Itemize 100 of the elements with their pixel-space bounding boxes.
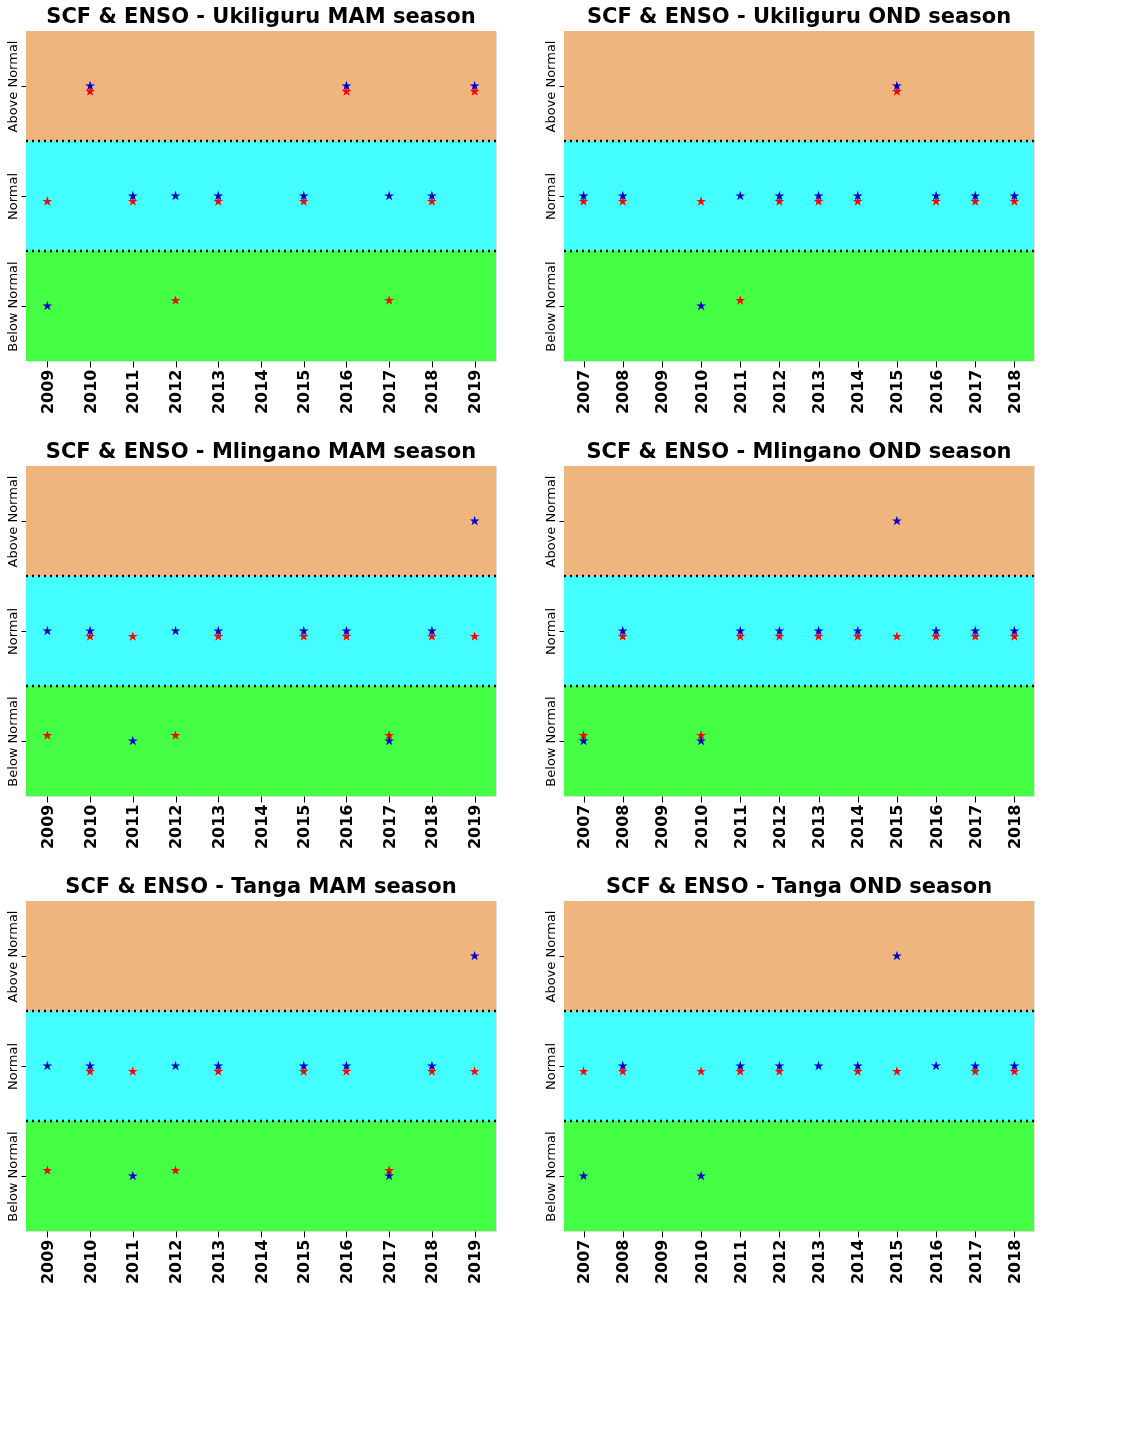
- point: [170, 1165, 181, 1175]
- x-tick-label: 2018: [1004, 804, 1024, 850]
- x-tick-label: 2010: [691, 369, 711, 415]
- x-tick-label: 2013: [208, 1239, 228, 1285]
- band-label: Above Normal: [4, 40, 20, 133]
- x-tick-label: 2013: [208, 804, 228, 850]
- x-tick-label: 2016: [336, 1239, 356, 1285]
- x-tick-label: 2014: [848, 1239, 868, 1285]
- point: [852, 1060, 863, 1071]
- point: [170, 295, 181, 305]
- point: [813, 190, 824, 201]
- point: [127, 631, 138, 641]
- point: [426, 625, 437, 636]
- point: [469, 1066, 480, 1076]
- point: [970, 625, 981, 636]
- x-tick-label: 2012: [769, 1239, 789, 1285]
- chart-title: SCF & ENSO - Ukiliguru MAM season: [46, 4, 476, 28]
- x-tick-label: 2019: [465, 369, 485, 415]
- point: [469, 80, 480, 91]
- x-tick-label: 2014: [848, 804, 868, 850]
- band-label: Above Normal: [4, 475, 20, 568]
- point: [891, 515, 902, 526]
- point: [42, 1060, 53, 1071]
- x-tick-label: 2011: [730, 369, 750, 415]
- point: [42, 1165, 53, 1175]
- point: [774, 1060, 785, 1071]
- chart-title: SCF & ENSO - Tanga OND season: [605, 874, 993, 898]
- point: [1009, 190, 1020, 201]
- band-label: Normal: [4, 607, 20, 656]
- point: [891, 950, 902, 961]
- x-tick-label: 2011: [730, 1239, 750, 1285]
- band-label: Below Normal: [4, 261, 20, 352]
- point: [852, 625, 863, 636]
- x-tick-label: 2015: [887, 804, 907, 850]
- x-tick-label: 2018: [1004, 369, 1024, 415]
- x-tick-label: 2008: [613, 369, 633, 415]
- point: [696, 196, 707, 206]
- x-tick-label: 2007: [574, 369, 594, 415]
- x-tick-label: 2017: [379, 804, 399, 850]
- point: [298, 1060, 309, 1071]
- x-tick-label: 2011: [730, 804, 750, 850]
- point: [696, 730, 707, 740]
- x-tick-label: 2011: [123, 804, 143, 850]
- x-tick-label: 2012: [166, 369, 186, 415]
- point: [891, 631, 902, 641]
- point: [384, 295, 395, 305]
- point: [42, 300, 53, 311]
- point: [85, 1060, 96, 1071]
- x-tick-label: 2017: [965, 804, 985, 850]
- band-label: Normal: [542, 1042, 558, 1091]
- point: [426, 190, 437, 201]
- point: [384, 730, 395, 740]
- x-tick-label: 2007: [574, 804, 594, 850]
- chart-title: SCF & ENSO - Tanga MAM season: [65, 874, 457, 898]
- band-label: Normal: [542, 172, 558, 221]
- point: [696, 735, 707, 746]
- point: [42, 625, 53, 636]
- point: [735, 295, 746, 305]
- point: [85, 80, 96, 91]
- band-label: Above Normal: [542, 40, 558, 133]
- x-tick-label: 2016: [926, 804, 946, 850]
- point: [1009, 625, 1020, 636]
- x-tick-label: 2017: [379, 369, 399, 415]
- x-tick-label: 2013: [809, 1239, 829, 1285]
- point: [813, 625, 824, 636]
- point: [42, 196, 53, 206]
- point: [735, 625, 746, 636]
- point: [341, 625, 352, 636]
- x-tick-label: 2015: [887, 1239, 907, 1285]
- band-label: Above Normal: [542, 910, 558, 1003]
- point: [735, 190, 746, 201]
- point: [891, 1066, 902, 1076]
- point: [1009, 1060, 1020, 1071]
- x-tick-label: 2009: [37, 804, 57, 850]
- point: [970, 1060, 981, 1071]
- point: [617, 1060, 628, 1071]
- point: [696, 1066, 707, 1076]
- point: [341, 1060, 352, 1071]
- x-tick-label: 2009: [37, 1239, 57, 1285]
- x-tick-label: 2017: [965, 1239, 985, 1285]
- band-label: Below Normal: [4, 696, 20, 787]
- x-tick-label: 2014: [848, 369, 868, 415]
- point: [578, 1066, 589, 1076]
- point: [127, 190, 138, 201]
- point: [127, 1066, 138, 1076]
- point: [735, 1060, 746, 1071]
- x-tick-label: 2016: [926, 369, 946, 415]
- x-tick-label: 2007: [574, 1239, 594, 1285]
- x-tick-label: 2013: [809, 369, 829, 415]
- x-tick-label: 2019: [465, 804, 485, 850]
- point: [127, 1170, 138, 1181]
- x-tick-label: 2018: [1004, 1239, 1024, 1285]
- point: [469, 631, 480, 641]
- point: [170, 1060, 181, 1071]
- x-tick-label: 2009: [37, 369, 57, 415]
- x-tick-label: 2013: [809, 804, 829, 850]
- band-label: Below Normal: [542, 1131, 558, 1222]
- chart-title: SCF & ENSO - Mlingano OND season: [586, 439, 1012, 463]
- point: [696, 300, 707, 311]
- x-tick-label: 2009: [652, 804, 672, 850]
